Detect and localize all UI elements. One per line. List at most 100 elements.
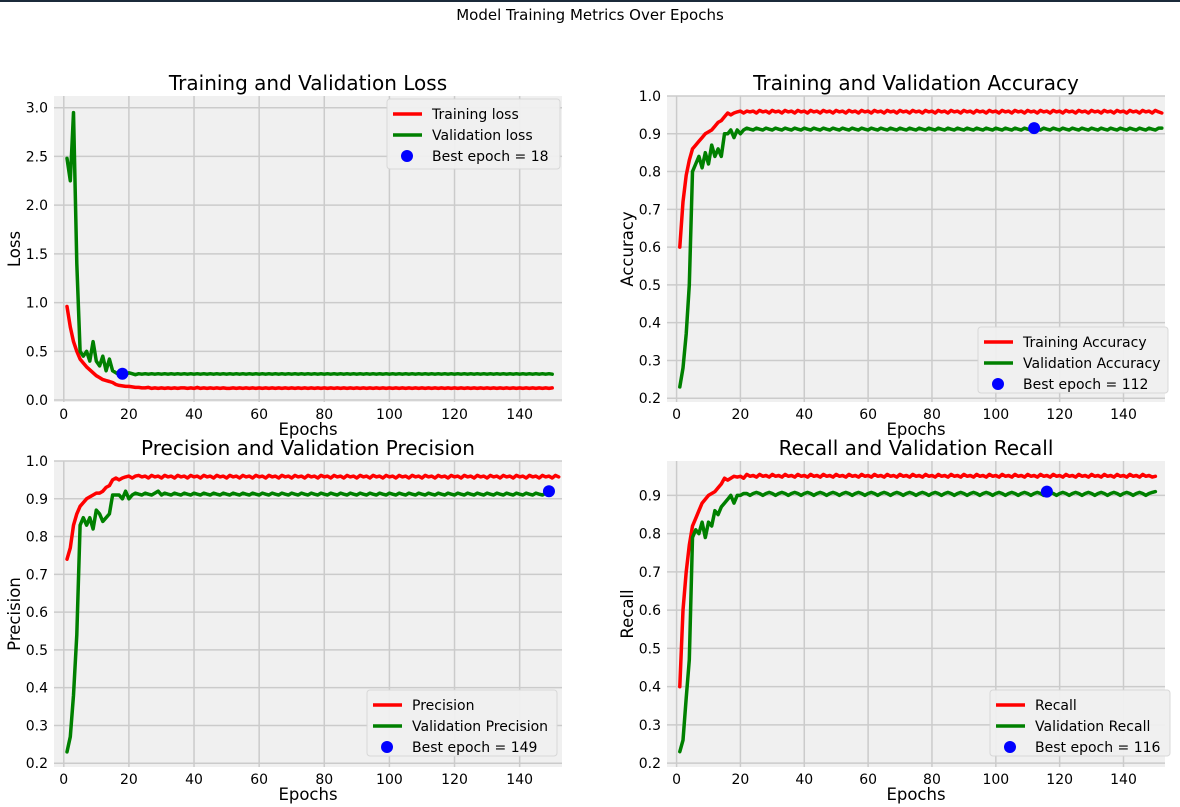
x-tick-label: 120 <box>1046 772 1073 788</box>
y-tick-label: 0.0 <box>26 393 48 409</box>
x-axis-label: Epochs <box>886 420 945 439</box>
x-tick-label: 100 <box>982 772 1009 788</box>
x-tick-label: 120 <box>1046 407 1073 423</box>
legend-entry-training: Recall <box>996 698 1077 714</box>
x-tick-label: 140 <box>506 407 533 423</box>
y-tick-label: 0.6 <box>639 240 661 256</box>
legend-label: Validation Recall <box>1035 719 1150 735</box>
y-axis-label: Precision <box>5 577 24 651</box>
y-tick-label: 0.9 <box>26 492 48 508</box>
y-axis-label: Loss <box>5 231 24 267</box>
y-tick-label: 0.9 <box>639 488 661 504</box>
x-tick-label: 80 <box>315 772 333 788</box>
x-tick-label: 60 <box>859 407 877 423</box>
validation-series-line <box>65 489 554 754</box>
x-tick-label: 20 <box>732 407 750 423</box>
y-tick-label: 0.3 <box>639 353 661 369</box>
legend-entry-training: Training Accuracy <box>984 335 1147 351</box>
training-series-line <box>678 472 1158 689</box>
legend-label: Best epoch = 112 <box>1023 377 1148 393</box>
legend-label: Precision <box>412 698 474 714</box>
validation-series-line <box>65 110 554 377</box>
training-series-line <box>678 108 1164 249</box>
x-tick-label: 140 <box>1110 772 1137 788</box>
validation-series-line <box>678 126 1164 389</box>
x-tick-label: 60 <box>250 407 268 423</box>
y-tick-label: 0.8 <box>26 530 48 546</box>
y-tick-label: 0.5 <box>26 344 48 360</box>
best-epoch-marker <box>116 367 129 380</box>
x-tick-label: 0 <box>59 772 68 788</box>
training-series-line <box>65 473 561 561</box>
legend-label: Recall <box>1035 698 1077 714</box>
y-tick-label: 0.3 <box>639 718 661 734</box>
legend-label: Validation loss <box>432 128 533 144</box>
x-tick-label: 0 <box>672 407 681 423</box>
x-tick-label: 100 <box>376 407 403 423</box>
x-tick-label: 80 <box>923 772 941 788</box>
x-axis-label: Epochs <box>278 785 337 804</box>
y-tick-label: 2.0 <box>26 198 48 214</box>
x-tick-label: 0 <box>59 407 68 423</box>
y-tick-label: 0.5 <box>639 641 661 657</box>
x-axis-label: Epochs <box>278 420 337 439</box>
legend-entry-best-epoch: Best epoch = 112 <box>992 377 1148 393</box>
y-tick-label: 0.4 <box>639 316 661 332</box>
y-tick-label: 0.6 <box>639 603 661 619</box>
y-tick-label: 0.6 <box>26 605 48 621</box>
x-tick-label: 0 <box>672 772 681 788</box>
legend-label: Training loss <box>431 107 519 123</box>
y-tick-label: 2.5 <box>26 149 48 165</box>
x-tick-label: 60 <box>250 772 268 788</box>
best-epoch-marker <box>1040 485 1053 498</box>
y-tick-label: 3.0 <box>26 101 48 117</box>
x-tick-label: 40 <box>185 407 203 423</box>
legend-swatch-dot <box>1004 741 1016 753</box>
legend-box <box>977 326 1169 394</box>
chart-panel-3: 0 20 40 60 80 100 120 140 0.2 0.3 0.4 0.5 0.6 0.7 0.8 0… <box>5 436 562 804</box>
x-axis-label: Epochs <box>886 785 945 804</box>
x-tick-label: 20 <box>120 772 138 788</box>
legend-label: Best epoch = 116 <box>1035 740 1161 756</box>
legend-box <box>386 98 561 170</box>
legend-box <box>366 689 558 757</box>
legend-swatch-dot <box>992 378 1004 390</box>
legend-entry-validation: Validation Precision <box>373 719 548 735</box>
legend-label: Training Accuracy <box>1022 335 1147 351</box>
y-tick-label: 0.7 <box>639 202 661 218</box>
legend-entry-best-epoch: Best epoch = 116 <box>1004 740 1161 756</box>
legend-entry-best-epoch: Best epoch = 18 <box>401 149 549 165</box>
x-tick-label: 80 <box>315 407 333 423</box>
legend-entry-validation: Validation Accuracy <box>984 356 1161 372</box>
legend-entry-training: Precision <box>373 698 474 714</box>
x-tick-label: 80 <box>923 407 941 423</box>
chart-title: Recall and Validation Recall <box>779 436 1054 460</box>
x-tick-label: 120 <box>441 772 468 788</box>
y-axis-label: Recall <box>618 589 637 638</box>
x-tick-label: 20 <box>120 407 138 423</box>
legend-entry-best-epoch: Best epoch = 149 <box>381 740 537 756</box>
training-series-line <box>65 304 554 391</box>
legend-swatch-dot <box>401 150 413 162</box>
x-tick-label: 140 <box>1110 407 1137 423</box>
chart-panel-2: 0 20 40 60 80 100 120 140 0.2 0.3 0.4 0.5 0.6 0.7 0.8 0… <box>618 71 1169 439</box>
y-tick-label: 0.8 <box>639 165 661 181</box>
y-tick-label: 0.7 <box>26 567 48 583</box>
best-epoch-marker <box>542 485 555 498</box>
y-tick-label: 0.5 <box>26 643 48 659</box>
x-tick-label: 100 <box>982 407 1009 423</box>
x-tick-label: 140 <box>506 772 533 788</box>
x-tick-label: 20 <box>732 772 750 788</box>
y-tick-label: 0.5 <box>639 278 661 294</box>
chart-title: Precision and Validation Precision <box>141 436 475 460</box>
y-tick-label: 0.4 <box>26 681 48 697</box>
legend-swatch-dot <box>381 741 393 753</box>
legend-label: Best epoch = 149 <box>412 740 537 756</box>
y-tick-label: 1.0 <box>639 89 661 105</box>
legend-label: Validation Precision <box>412 719 548 735</box>
validation-series-line <box>678 489 1158 754</box>
legend-label: Best epoch = 18 <box>432 149 549 165</box>
y-tick-label: 0.2 <box>639 756 661 772</box>
y-axis-label: Accuracy <box>618 211 637 287</box>
